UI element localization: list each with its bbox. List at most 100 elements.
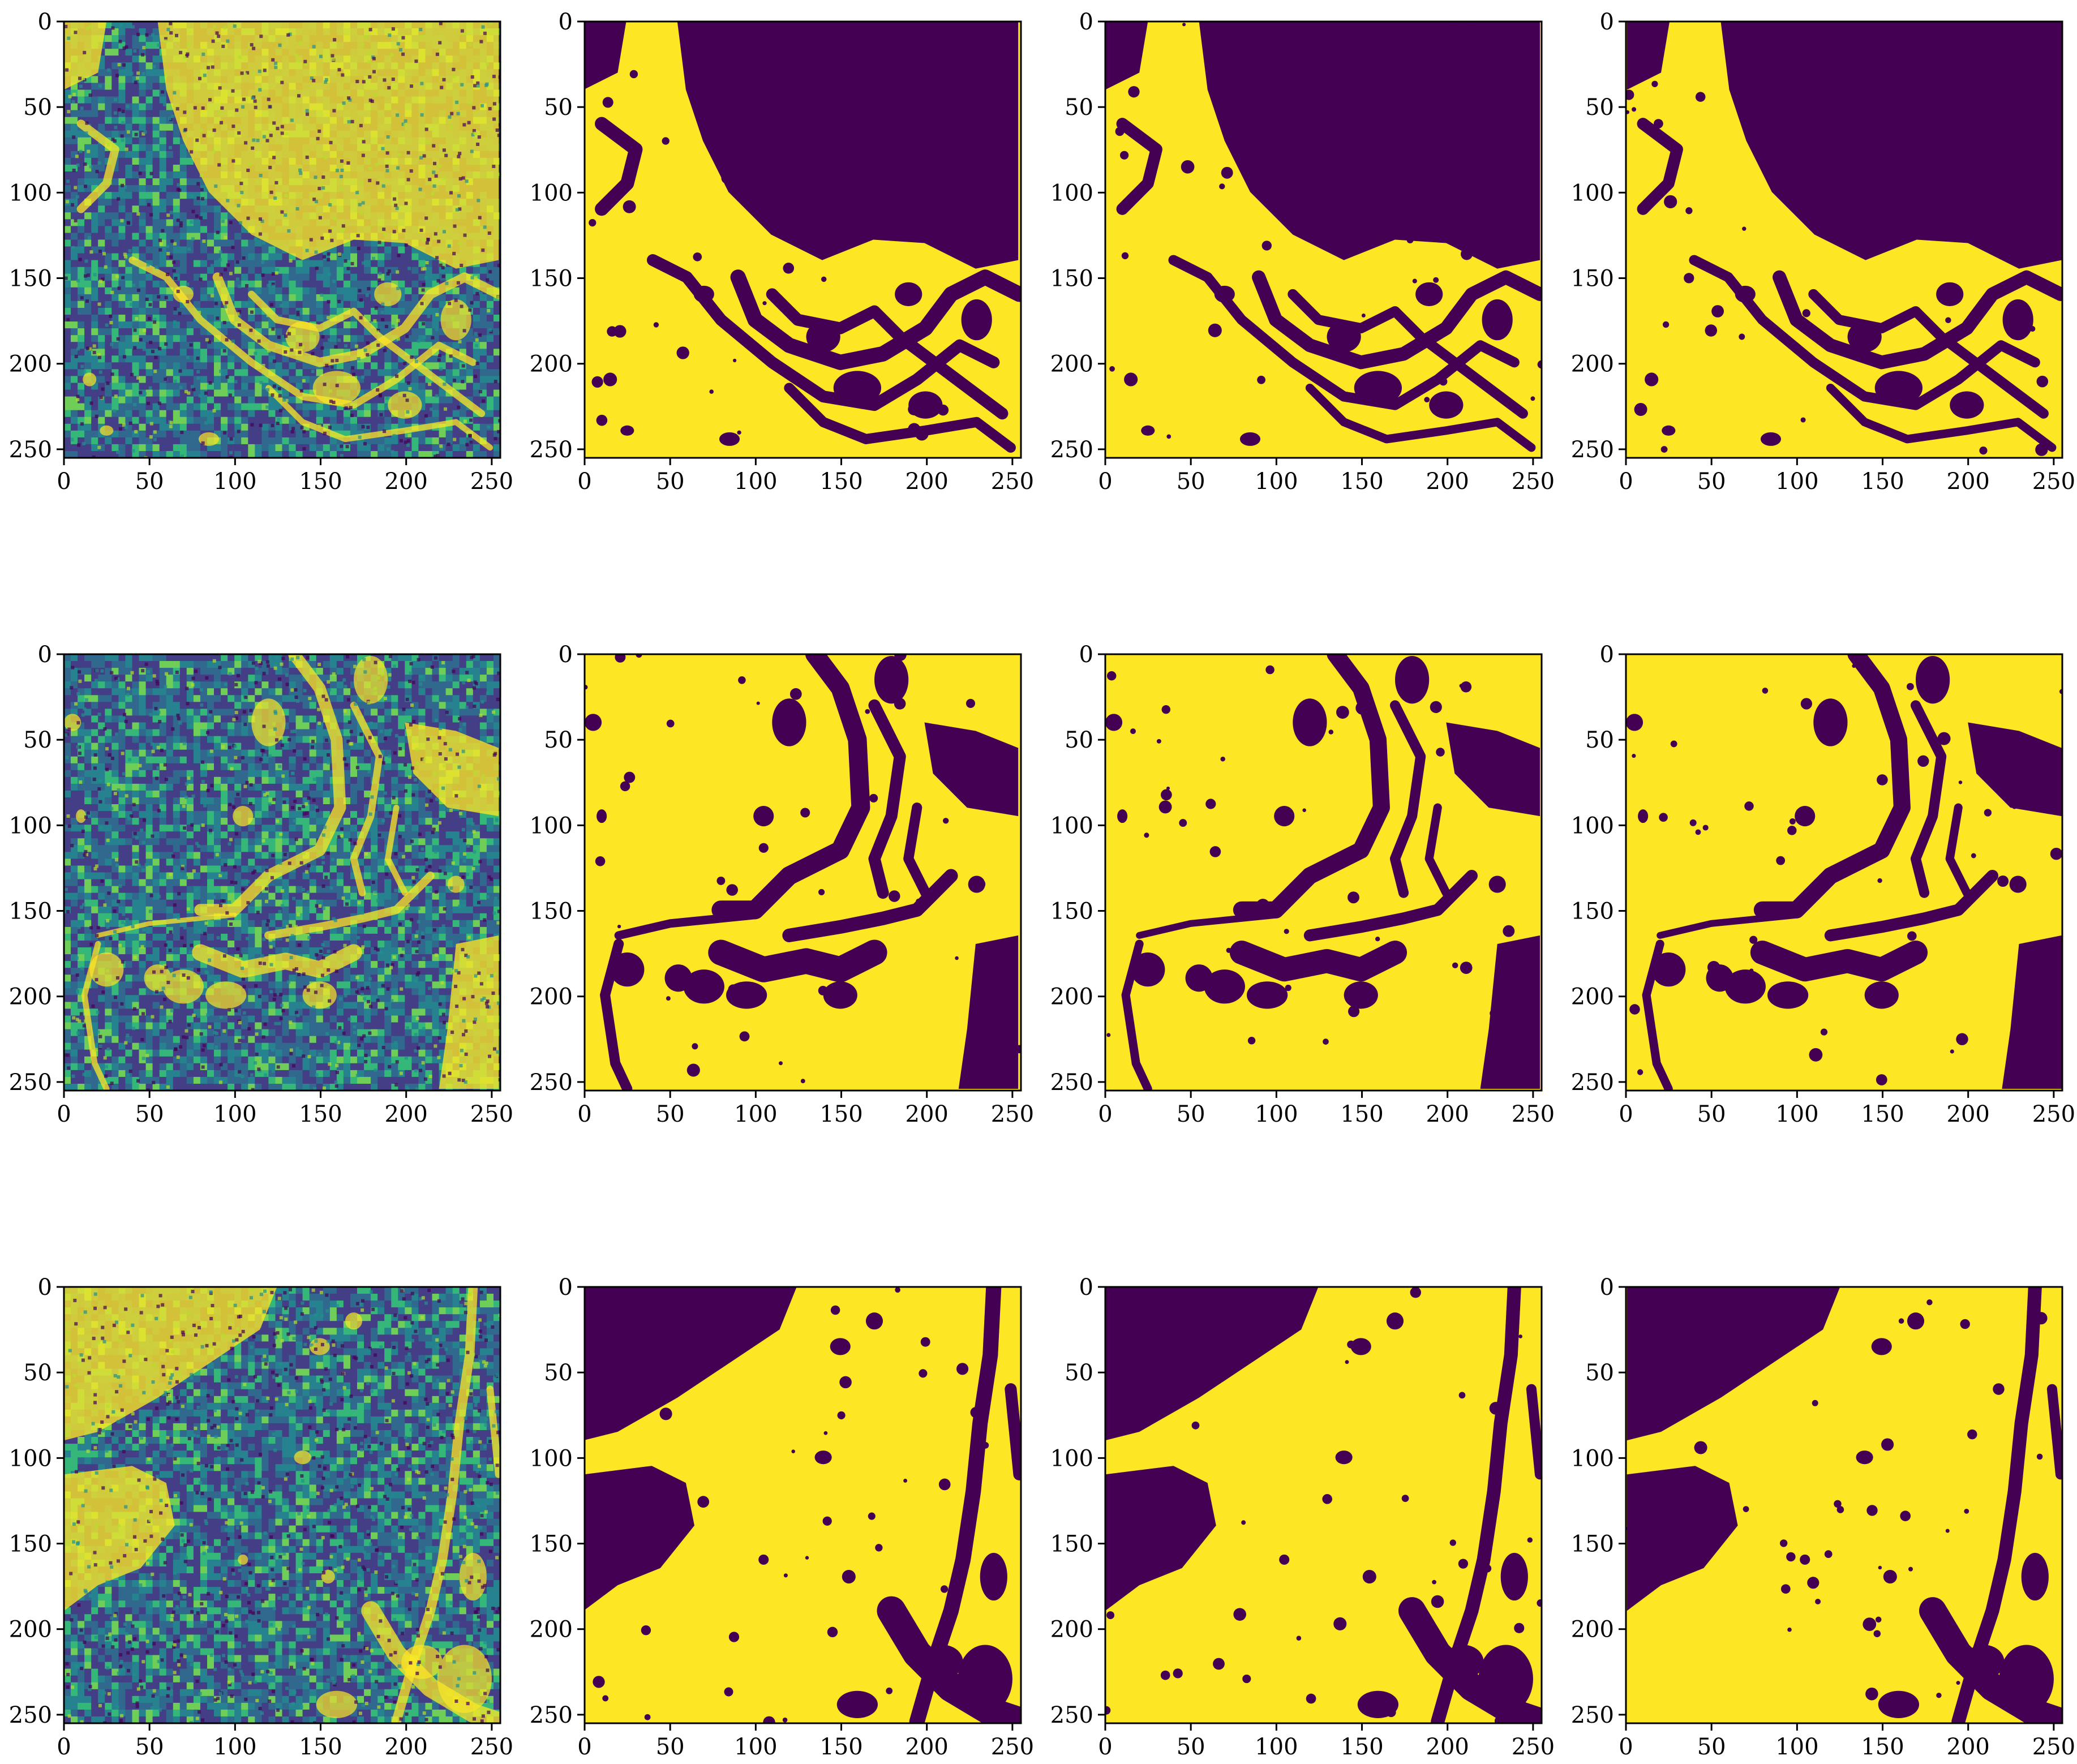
- y-tick-label: 50: [1065, 727, 1093, 753]
- x-tick-label: 100: [1775, 469, 1818, 495]
- x-tick-label: 0: [577, 469, 591, 495]
- y-tick-label: 100: [1050, 1445, 1093, 1471]
- y-tick-label: 150: [1571, 266, 1614, 292]
- y-tick-label: 250: [530, 1702, 573, 1728]
- y-tick-label: 200: [530, 351, 573, 377]
- y-tick-label: 200: [9, 984, 52, 1010]
- y-tick-label: 100: [9, 180, 52, 206]
- y-tick-label: 150: [1050, 899, 1093, 925]
- y-tick-label: 0: [1079, 9, 1093, 35]
- x-tick-label: 250: [2032, 469, 2075, 495]
- y-tick-label: 150: [530, 1531, 573, 1557]
- y-tick-label: 100: [530, 180, 573, 206]
- panel-image: [585, 1287, 1021, 1723]
- x-tick-label: 200: [385, 1101, 428, 1127]
- x-tick-label: 150: [299, 1734, 342, 1760]
- axes-frame: [583, 1286, 1022, 1724]
- axes-frame: [63, 1286, 501, 1724]
- x-tick-label: 250: [470, 1101, 513, 1127]
- axes-frame: [1104, 1286, 1543, 1724]
- y-tick-label: 50: [23, 95, 52, 121]
- x-tick-label: 50: [1697, 469, 1726, 495]
- y-tick-label: 0: [38, 9, 52, 35]
- x-tick-label: 100: [213, 469, 256, 495]
- x-tick-label: 200: [1426, 469, 1469, 495]
- panel-image: [1626, 1287, 2062, 1723]
- y-tick-label: 200: [1050, 984, 1093, 1010]
- x-tick-label: 0: [57, 469, 71, 495]
- axes-frame: [63, 20, 501, 459]
- y-tick-label: 0: [559, 642, 573, 668]
- x-tick-label: 100: [1775, 1101, 1818, 1127]
- y-tick-label: 150: [9, 266, 52, 292]
- axes-frame: [1625, 653, 2063, 1092]
- panel-image: [64, 1287, 500, 1723]
- y-tick-label: 200: [1050, 351, 1093, 377]
- x-tick-label: 50: [1177, 1734, 1205, 1760]
- x-tick-label: 50: [1177, 1101, 1205, 1127]
- x-tick-label: 200: [1947, 1734, 1990, 1760]
- x-tick-label: 0: [1098, 1101, 1112, 1127]
- y-tick-label: 0: [1079, 642, 1093, 668]
- y-tick-label: 200: [9, 1617, 52, 1643]
- y-tick-label: 250: [1571, 437, 1614, 463]
- y-tick-label: 150: [9, 1531, 52, 1557]
- x-tick-label: 50: [135, 1101, 164, 1127]
- x-tick-label: 50: [1697, 1101, 1726, 1127]
- y-tick-label: 150: [530, 266, 573, 292]
- y-tick-label: 150: [9, 899, 52, 925]
- panel-image: [64, 654, 500, 1091]
- axes-frame: [583, 653, 1022, 1092]
- y-tick-label: 0: [559, 1274, 573, 1301]
- x-tick-label: 250: [991, 1734, 1034, 1760]
- x-tick-label: 0: [577, 1734, 591, 1760]
- panel-image: [1105, 654, 1542, 1091]
- axes-frame: [63, 653, 501, 1092]
- y-tick-label: 250: [1050, 1070, 1093, 1096]
- x-tick-label: 100: [1255, 1101, 1298, 1127]
- y-tick-label: 150: [1571, 1531, 1614, 1557]
- axes-frame: [1104, 20, 1543, 459]
- x-tick-label: 50: [656, 1734, 685, 1760]
- y-tick-label: 100: [1571, 813, 1614, 839]
- axes-frame: [1104, 653, 1543, 1092]
- x-tick-label: 200: [385, 469, 428, 495]
- y-tick-label: 200: [9, 351, 52, 377]
- y-tick-label: 250: [9, 437, 52, 463]
- x-tick-label: 250: [991, 469, 1034, 495]
- y-tick-label: 0: [38, 642, 52, 668]
- x-tick-label: 150: [299, 1101, 342, 1127]
- panel-image: [1105, 22, 1542, 458]
- y-tick-label: 50: [1585, 95, 1614, 121]
- panel-image: [1105, 1287, 1542, 1723]
- x-tick-label: 250: [2032, 1734, 2075, 1760]
- y-tick-label: 0: [38, 1274, 52, 1301]
- x-tick-label: 50: [135, 469, 164, 495]
- x-tick-label: 0: [577, 1101, 591, 1127]
- x-tick-label: 100: [1255, 469, 1298, 495]
- y-tick-label: 100: [1050, 813, 1093, 839]
- x-tick-label: 150: [1340, 1734, 1383, 1760]
- y-tick-label: 200: [1571, 984, 1614, 1010]
- x-tick-label: 250: [2032, 1101, 2075, 1127]
- y-tick-label: 150: [1050, 266, 1093, 292]
- x-tick-label: 200: [906, 469, 949, 495]
- x-tick-label: 50: [656, 469, 685, 495]
- y-tick-label: 200: [530, 984, 573, 1010]
- y-tick-label: 50: [1585, 727, 1614, 753]
- y-tick-label: 100: [1050, 180, 1093, 206]
- x-tick-label: 250: [1512, 1101, 1555, 1127]
- x-tick-label: 50: [1697, 1734, 1726, 1760]
- y-tick-label: 50: [1065, 95, 1093, 121]
- axes-frame: [1625, 20, 2063, 459]
- x-tick-label: 150: [299, 469, 342, 495]
- x-tick-label: 200: [385, 1734, 428, 1760]
- y-tick-label: 0: [559, 9, 573, 35]
- y-tick-label: 50: [1585, 1360, 1614, 1386]
